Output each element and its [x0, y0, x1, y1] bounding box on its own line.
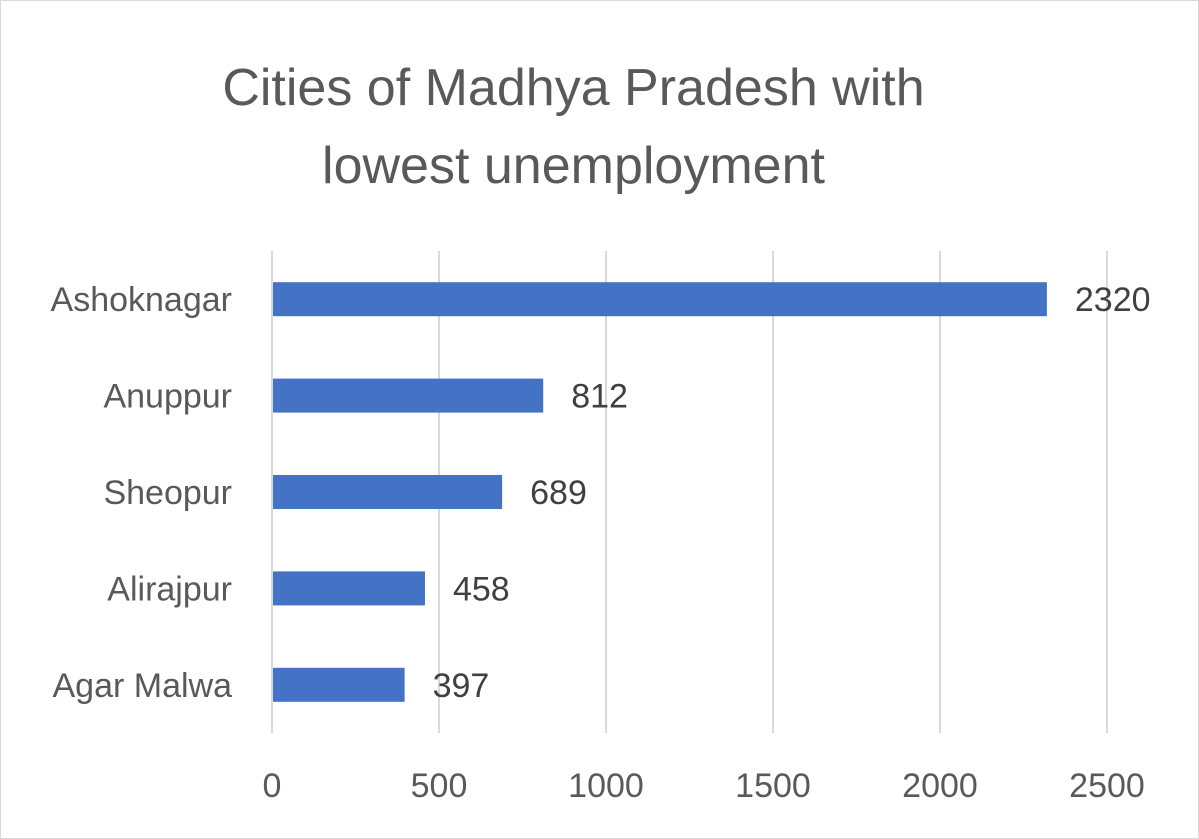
- data-label-sheopur: 689: [530, 474, 587, 512]
- category-label-sheopur: Sheopur: [103, 474, 232, 512]
- category-label-anuppur: Anuppur: [103, 378, 232, 416]
- chart-title: Cities of Madhya Pradesh with lowest une…: [1, 49, 1146, 205]
- category-label-agar-malwa: Agar Malwa: [52, 667, 232, 705]
- x-tick-label-1500: 1500: [735, 767, 811, 805]
- gridlines: [271, 251, 1108, 733]
- bar-sheopur: [273, 475, 503, 509]
- x-tick-label-2500: 2500: [1069, 767, 1145, 805]
- bar-ashoknagar: [273, 282, 1047, 317]
- data-label-agar-malwa: 397: [433, 667, 490, 705]
- data-label-alirajpur: 458: [453, 570, 510, 608]
- data-label-ashoknagar: 2320: [1075, 281, 1151, 319]
- category-labels: Ashoknagar Anuppur Sheopur Alirajpur Agar Ma…: [51, 281, 233, 705]
- x-tick-label-1000: 1000: [568, 767, 644, 805]
- data-labels: 2320 812 689 458 397: [433, 281, 1151, 705]
- x-tick-label-0: 0: [263, 767, 282, 805]
- bar-alirajpur: [273, 571, 425, 606]
- data-label-anuppur: 812: [571, 378, 628, 416]
- bar-agar-malwa: [273, 667, 405, 702]
- bar-anuppur: [273, 378, 544, 413]
- category-label-alirajpur: Alirajpur: [107, 570, 232, 608]
- chart-title-line-2: lowest unemployment: [322, 137, 825, 195]
- x-tick-labels: 0 500 1000 1500 2000 2500: [263, 767, 1145, 805]
- x-tick-label-2000: 2000: [902, 767, 978, 805]
- category-label-ashoknagar: Ashoknagar: [51, 281, 232, 319]
- chart-title-line-1: Cities of Madhya Pradesh with: [222, 59, 925, 117]
- bars: [273, 282, 1047, 702]
- x-tick-label-500: 500: [411, 767, 468, 805]
